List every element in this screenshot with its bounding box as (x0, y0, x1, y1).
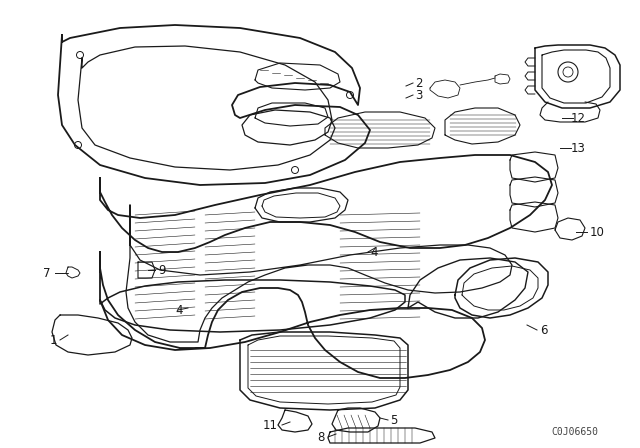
Text: 4: 4 (370, 246, 378, 258)
Text: C0J06650: C0J06650 (552, 427, 598, 437)
Text: 13: 13 (571, 142, 586, 155)
Text: 4: 4 (175, 303, 182, 316)
Text: 10: 10 (590, 225, 605, 238)
Text: 6: 6 (540, 323, 547, 336)
Text: 1: 1 (49, 333, 57, 346)
Text: 9: 9 (158, 263, 166, 276)
Text: 2: 2 (415, 77, 422, 90)
Text: 5: 5 (390, 414, 397, 426)
Text: 12: 12 (570, 112, 586, 125)
Text: 3: 3 (415, 89, 422, 102)
Text: 7: 7 (42, 267, 50, 280)
Text: 11: 11 (263, 418, 278, 431)
Text: 8: 8 (317, 431, 325, 444)
